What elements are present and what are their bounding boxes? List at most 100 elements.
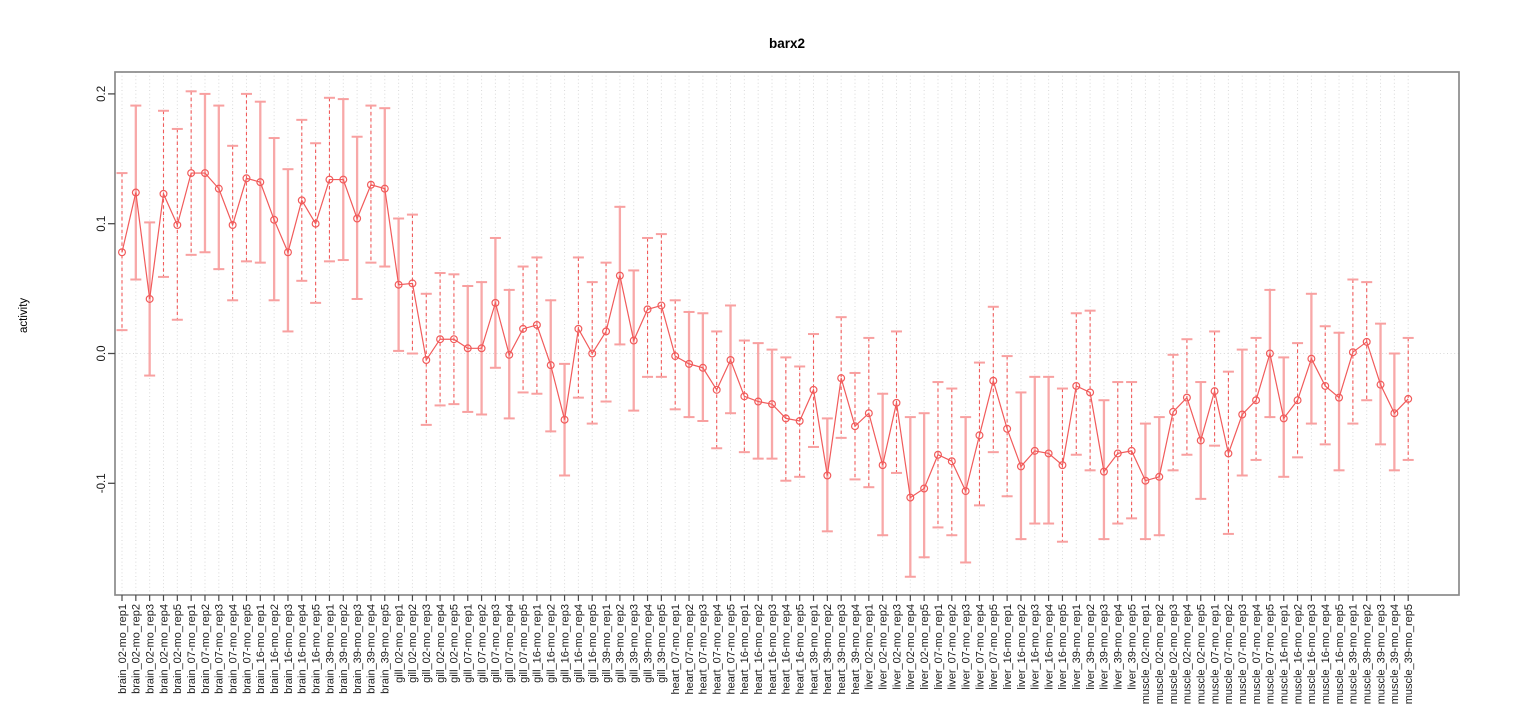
data-point xyxy=(422,355,431,364)
data-point xyxy=(408,279,417,288)
x-tick-label: liver_16-mo_rep5 xyxy=(1057,604,1069,690)
x-tick-label: muscle_16-mo_rep4 xyxy=(1320,604,1332,704)
x-tick-label: muscle_07-mo_rep3 xyxy=(1237,604,1249,704)
data-point xyxy=(712,385,721,394)
x-tick-label: gill_39-mo_rep1 xyxy=(601,604,613,683)
x-tick-label: gill_02-mo_rep3 xyxy=(421,604,433,683)
data-point xyxy=(270,215,279,224)
data-point xyxy=(1210,387,1219,396)
x-tick-label: liver_39-mo_rep2 xyxy=(1085,604,1097,690)
data-point xyxy=(131,188,140,197)
x-tick-label: heart_07-mo_rep3 xyxy=(698,604,710,695)
data-point xyxy=(795,416,804,425)
data-point xyxy=(740,392,749,401)
data-point xyxy=(311,219,320,228)
data-point xyxy=(242,174,251,183)
x-tick-label: brain_39-mo_rep2 xyxy=(338,604,350,694)
x-tick-label: brain_02-mo_rep1 xyxy=(117,604,129,694)
data-point xyxy=(1293,396,1302,405)
data-point xyxy=(1196,436,1205,445)
x-tick-label: liver_07-mo_rep3 xyxy=(960,604,972,690)
data-point xyxy=(671,352,680,361)
data-point xyxy=(1307,354,1316,363)
x-tick-label: muscle_39-mo_rep1 xyxy=(1348,604,1360,704)
data-point xyxy=(657,301,666,310)
x-tick-label: gill_16-mo_rep1 xyxy=(532,604,544,683)
data-point xyxy=(214,184,223,193)
x-tick-label: muscle_02-mo_rep1 xyxy=(1140,604,1152,704)
data-point xyxy=(864,409,873,418)
data-point xyxy=(297,196,306,205)
x-tick-label: heart_39-mo_rep4 xyxy=(850,604,862,695)
data-point xyxy=(643,305,652,314)
x-tick-label: heart_16-mo_rep1 xyxy=(739,604,751,695)
x-tick-label: heart_16-mo_rep2 xyxy=(753,604,765,695)
x-tick-label: liver_39-mo_rep3 xyxy=(1099,604,1111,690)
x-tick-label: muscle_39-mo_rep4 xyxy=(1389,604,1401,704)
x-tick-label: liver_16-mo_rep2 xyxy=(1016,604,1028,690)
y-tick-label: -0.1 xyxy=(96,473,108,493)
x-tick-label: heart_07-mo_rep4 xyxy=(711,604,723,695)
data-point xyxy=(463,344,472,353)
data-point xyxy=(1016,462,1025,471)
data-point xyxy=(1279,414,1288,423)
data-point xyxy=(1003,424,1012,433)
data-point xyxy=(754,397,763,406)
data-point xyxy=(532,320,541,329)
data-point xyxy=(961,487,970,496)
data-point xyxy=(366,180,375,189)
data-point xyxy=(1030,446,1039,455)
chart-title: barx2 xyxy=(768,36,806,51)
x-tick-label: heart_07-mo_rep1 xyxy=(670,604,682,695)
x-tick-label: muscle_16-mo_rep2 xyxy=(1292,604,1304,704)
data-point xyxy=(1155,472,1164,481)
data-point xyxy=(449,335,458,344)
data-point xyxy=(394,280,403,289)
x-tick-label: liver_07-mo_rep2 xyxy=(947,604,959,690)
data-point xyxy=(698,363,707,372)
x-tick-label: gill_07-mo_rep1 xyxy=(463,604,475,683)
x-tick-label: muscle_02-mo_rep2 xyxy=(1154,604,1166,704)
data-point xyxy=(436,335,445,344)
data-point xyxy=(768,400,777,409)
plot-frame xyxy=(114,71,1460,596)
x-tick-label: heart_07-mo_rep5 xyxy=(725,604,737,695)
x-tick-label: liver_39-mo_rep5 xyxy=(1126,604,1138,690)
x-tick-label: liver_39-mo_rep1 xyxy=(1071,604,1083,690)
data-point xyxy=(920,484,929,493)
x-tick-label: brain_39-mo_rep3 xyxy=(352,604,364,694)
data-point xyxy=(685,359,694,368)
data-point xyxy=(1169,407,1178,416)
x-tick-label: liver_02-mo_rep1 xyxy=(864,604,876,690)
x-tick-label: brain_16-mo_rep5 xyxy=(310,604,322,694)
x-tick-label: gill_39-mo_rep3 xyxy=(629,604,641,683)
data-point xyxy=(353,214,362,223)
x-tick-label: gill_07-mo_rep4 xyxy=(504,604,516,683)
x-tick-label: muscle_16-mo_rep5 xyxy=(1334,604,1346,704)
x-tick-label: liver_07-mo_rep4 xyxy=(974,604,986,690)
x-tick-label: brain_02-mo_rep5 xyxy=(172,604,184,694)
data-point xyxy=(1238,410,1247,419)
data-point xyxy=(823,471,832,480)
x-tick-label: brain_07-mo_rep4 xyxy=(227,604,239,694)
data-point xyxy=(145,294,154,303)
x-tick-label: muscle_07-mo_rep2 xyxy=(1223,604,1235,704)
x-tick-label: brain_16-mo_rep2 xyxy=(269,604,281,694)
data-point xyxy=(200,169,209,178)
series-line xyxy=(121,172,1409,499)
x-tick-label: liver_39-mo_rep4 xyxy=(1113,604,1125,690)
x-tick-label: gill_39-mo_rep2 xyxy=(615,604,627,683)
x-tick-label: gill_07-mo_rep2 xyxy=(476,604,488,683)
data-point xyxy=(588,349,597,358)
x-tick-label: brain_02-mo_rep4 xyxy=(158,604,170,694)
x-tick-label: liver_02-mo_rep4 xyxy=(905,604,917,690)
data-point xyxy=(837,374,846,383)
data-point xyxy=(117,248,126,257)
x-tick-label: heart_39-mo_rep2 xyxy=(822,604,834,695)
data-point xyxy=(1376,380,1385,389)
y-tick-label: 0.2 xyxy=(96,86,108,102)
x-tick-label: gill_39-mo_rep5 xyxy=(656,604,668,683)
data-point xyxy=(491,298,500,307)
data-point xyxy=(1404,394,1413,403)
